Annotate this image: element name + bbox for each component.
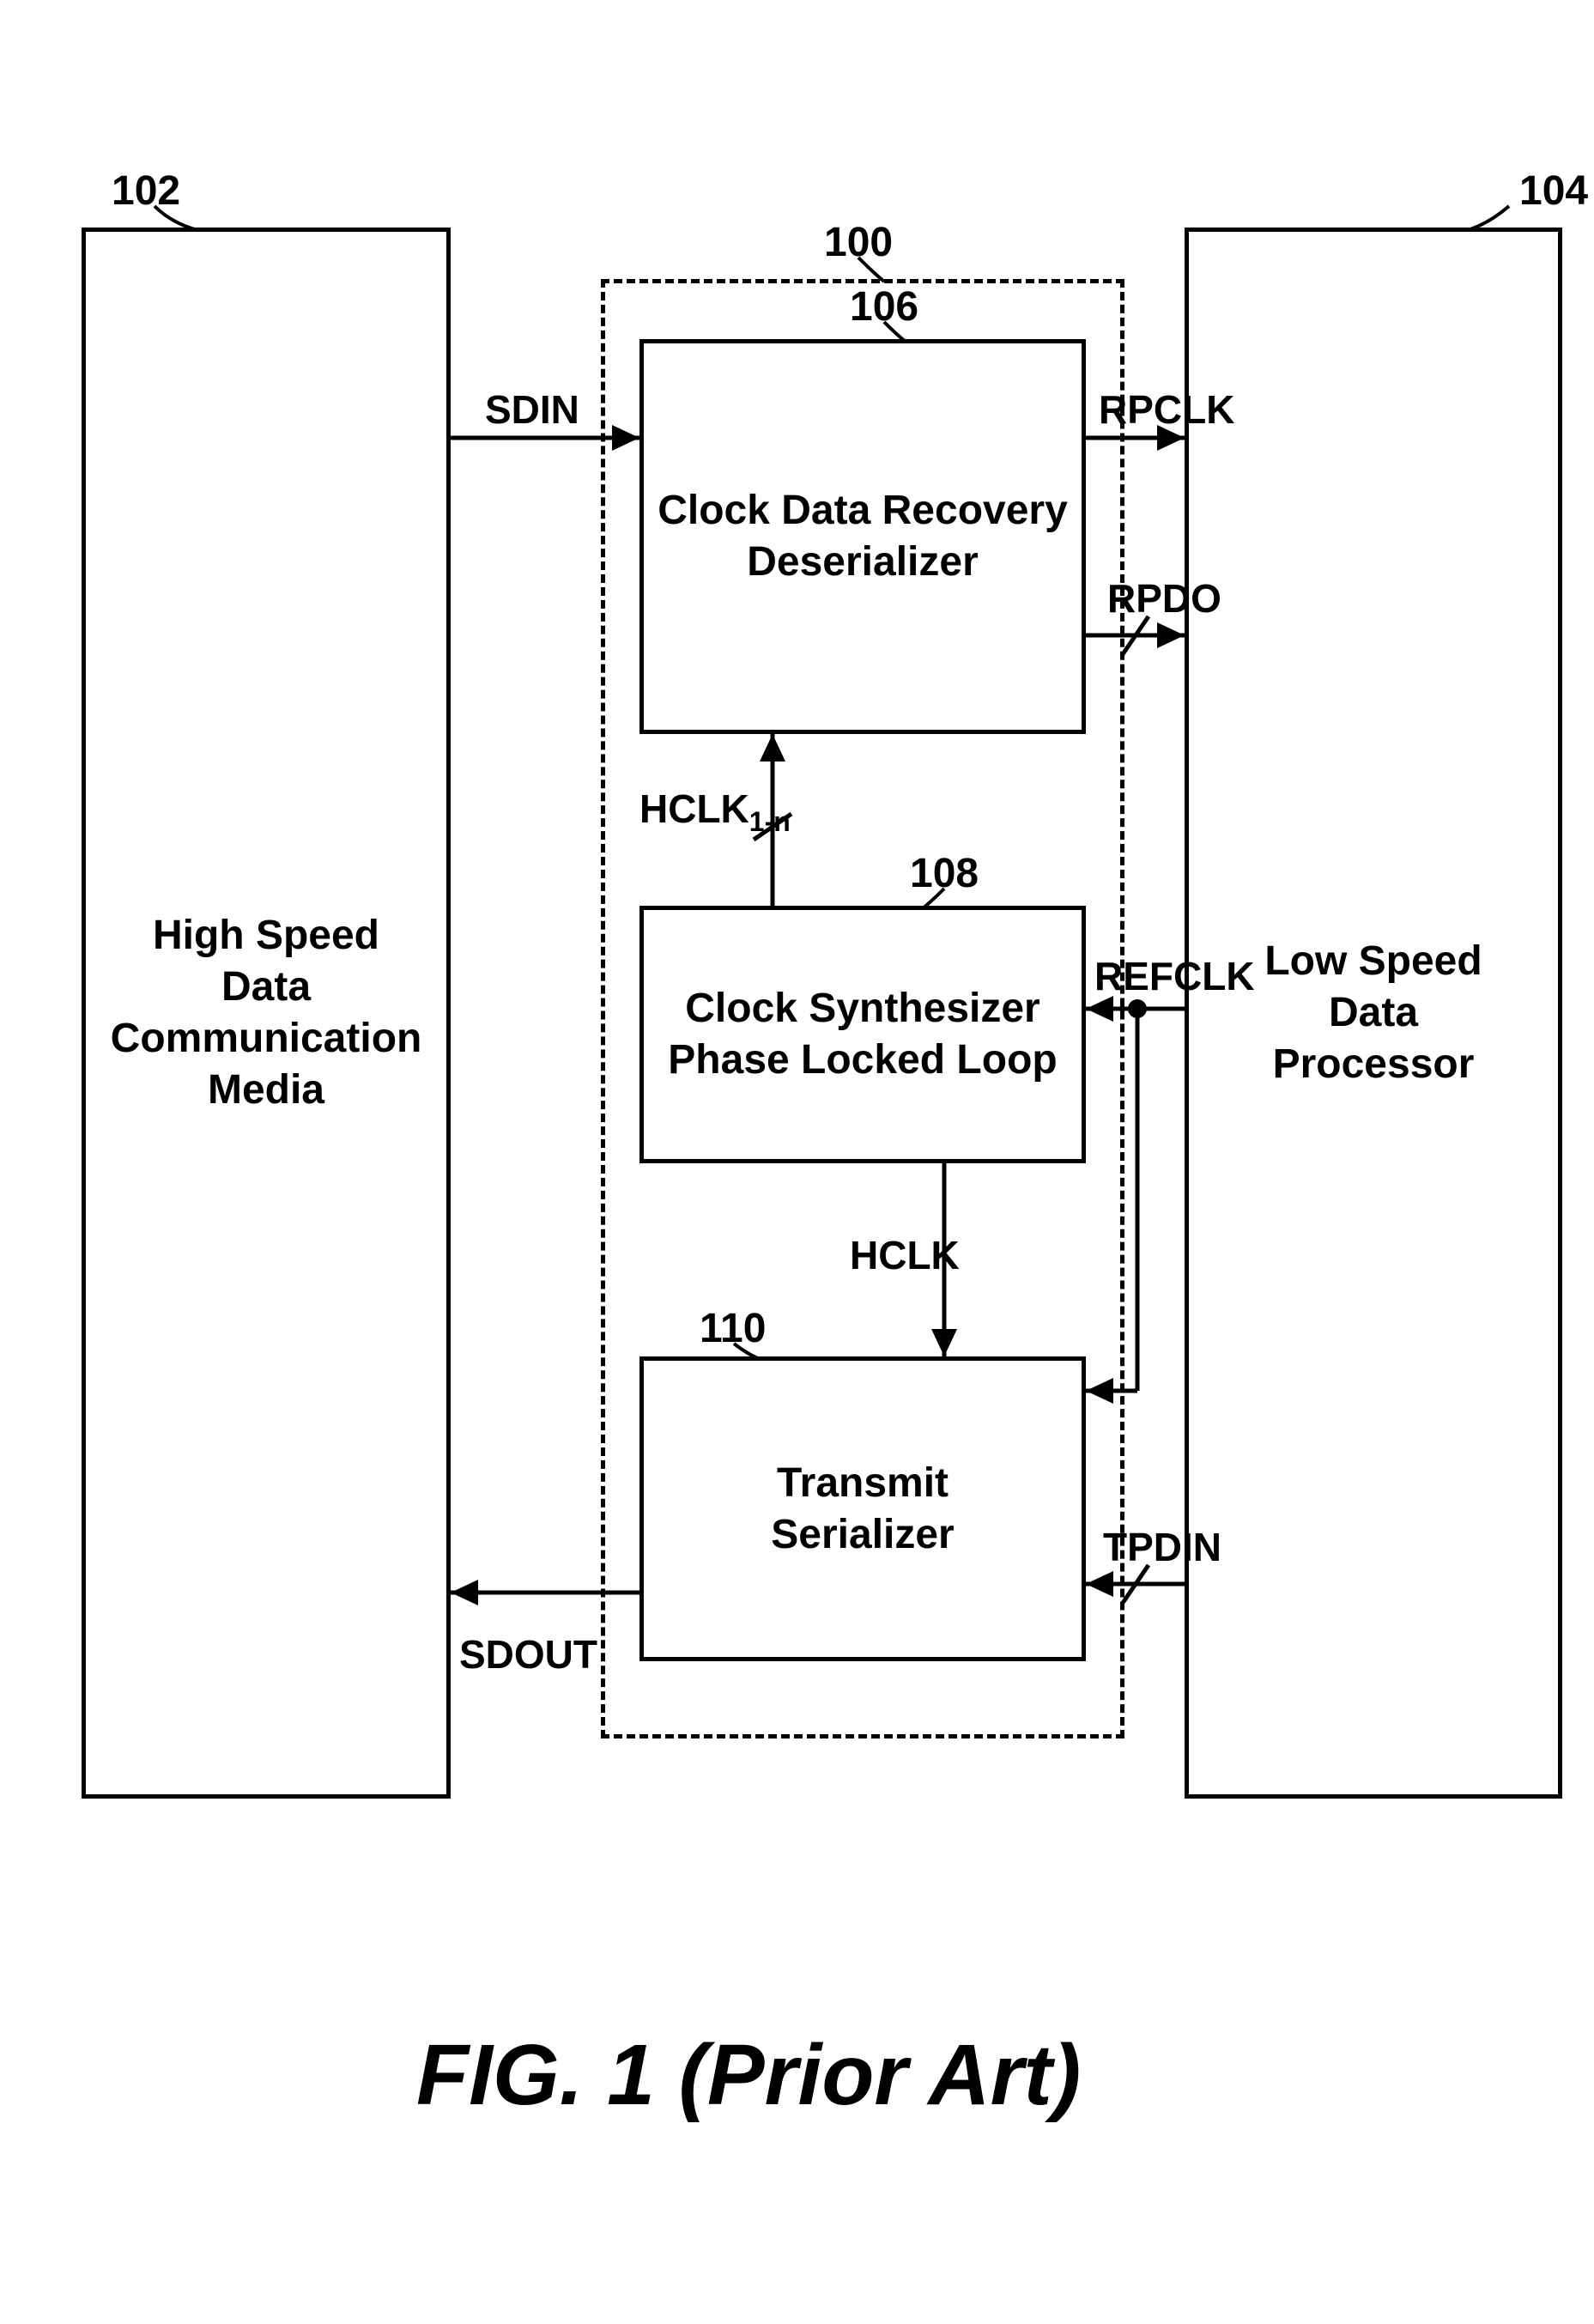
block-cdr: Clock Data RecoveryDeserializer (639, 339, 1086, 734)
ref-104: 104 (1519, 167, 1588, 215)
diagram-canvas: High SpeedDataCommunicationMedia 102 Low… (0, 0, 1594, 2324)
block-cspll: Clock SynthesizerPhase Locked Loop (639, 906, 1086, 1163)
ref-100: 100 (824, 219, 893, 266)
figure-caption: FIG. 1 (Prior Art) (416, 2026, 1081, 2125)
block-txser: TransmitSerializer (639, 1356, 1086, 1661)
block-lsdp-label: Low SpeedDataProcessor (1264, 936, 1482, 1090)
label-sdin: SDIN (485, 386, 579, 433)
label-tpdin: TPDIN (1103, 1524, 1221, 1570)
ref-110: 110 (700, 1305, 766, 1352)
block-txser-label: TransmitSerializer (771, 1458, 954, 1561)
label-hclk1n-base: HCLK (639, 786, 749, 831)
ref-106: 106 (850, 283, 918, 331)
label-hclk: HCLK (850, 1232, 960, 1278)
label-rpclk: RPCLK (1099, 386, 1234, 433)
ref-102: 102 (112, 167, 180, 215)
label-refclk: REFCLK (1094, 953, 1255, 999)
block-lsdp: Low SpeedDataProcessor (1185, 228, 1562, 1799)
block-cspll-label: Clock SynthesizerPhase Locked Loop (668, 983, 1057, 1086)
label-rpdo: RPDO (1107, 575, 1221, 622)
label-hclk1n-sub: 1-n (749, 806, 791, 837)
block-hsdcm: High SpeedDataCommunicationMedia (82, 228, 451, 1799)
block-cdr-label: Clock Data RecoveryDeserializer (658, 485, 1068, 588)
label-hclk1n: HCLK1-n (639, 786, 791, 838)
ref-108: 108 (910, 850, 979, 897)
block-hsdcm-label: High SpeedDataCommunicationMedia (111, 910, 422, 1116)
label-sdout: SDOUT (459, 1631, 597, 1678)
